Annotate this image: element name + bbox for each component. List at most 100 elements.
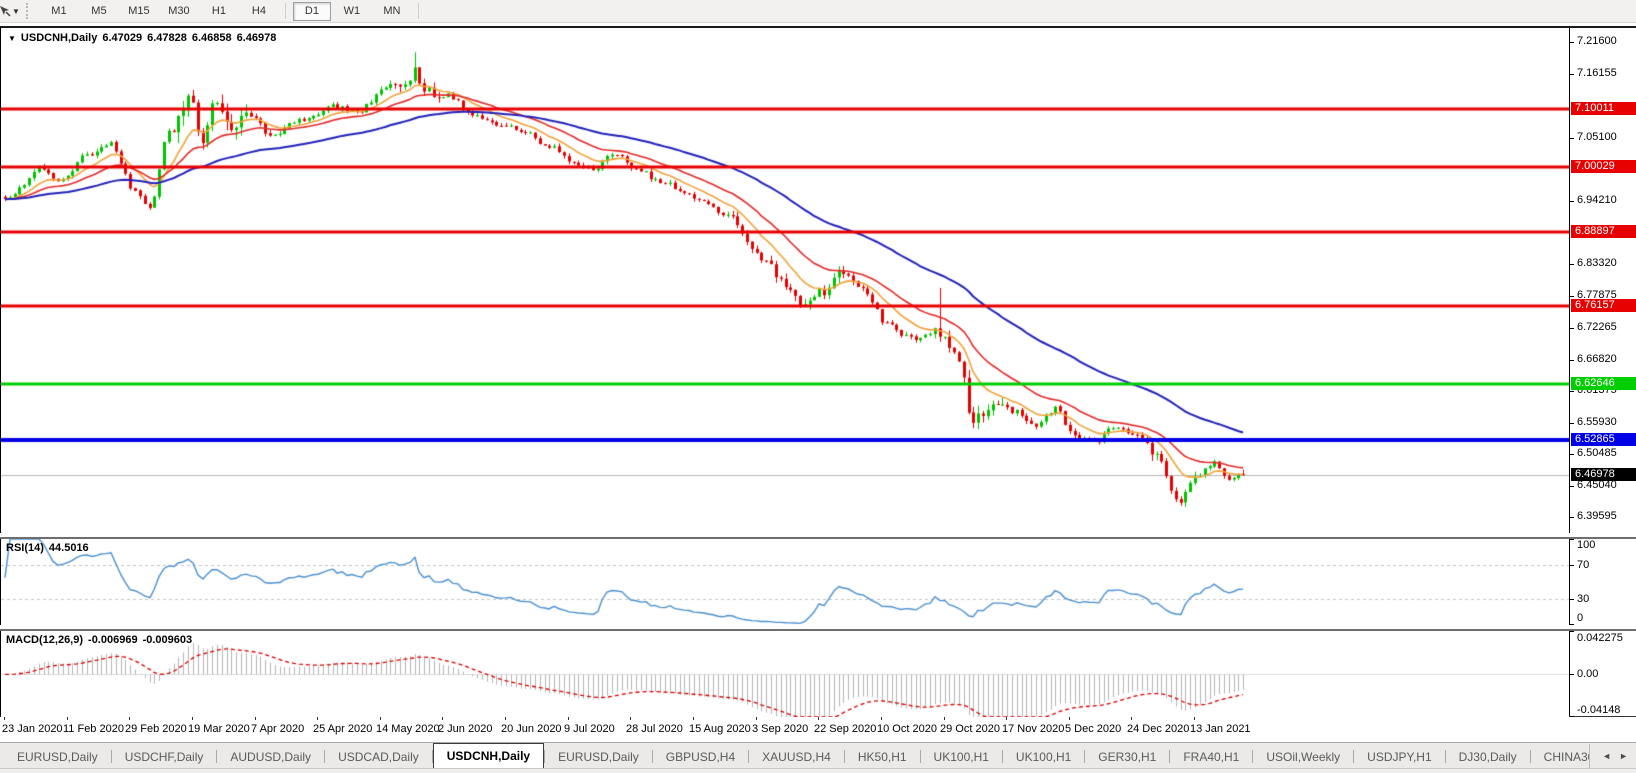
timeframe-button-m15[interactable]: M15	[128, 4, 150, 17]
time-axis-label: 11 Feb 2020	[63, 723, 124, 735]
toolbar-separator	[284, 3, 286, 19]
panel-splitter[interactable]	[0, 533, 1636, 539]
time-axis-tick	[255, 717, 256, 720]
time-axis-label: 3 Sep 2020	[752, 723, 809, 735]
chart-tab-eurusd-daily[interactable]: EURUSD,Daily	[558, 750, 639, 764]
axis-tick-label: 6.39595	[1577, 510, 1617, 522]
time-axis-label: 9 Jul 2020	[564, 723, 615, 735]
pointer-tool-dropdown-icon[interactable]: ▼	[12, 6, 20, 16]
timeframe-button-d1[interactable]: D1	[292, 1, 331, 21]
chart-tab-gbpusd-h4[interactable]: GBPUSD,H4	[665, 750, 736, 764]
rsi-axis: 100 70 30 0	[1569, 539, 1636, 625]
axis-tick-label: 0.042275	[1577, 632, 1623, 644]
time-axis-label: 15 Aug 2020	[689, 723, 751, 735]
chart-tab-audusd-daily[interactable]: AUDUSD,Daily	[230, 750, 312, 764]
tab-separator	[324, 750, 326, 763]
toolbar-grip[interactable]	[25, 3, 31, 19]
chart-tab-bar: EURUSD,Daily USDCHF,Daily AUDUSD,Daily USDC…	[0, 742, 1636, 768]
time-axis-label: 24 Dec 2020	[1127, 723, 1190, 735]
time-axis: 23 Jan 2020 11 Feb 2020 29 Feb 2020 19 Mar …	[0, 717, 1636, 742]
timeframe-buttons: M1 M5 M15 M30 H1 H4 D1 W1 MN	[39, 1, 425, 21]
time-axis-tick	[67, 717, 68, 720]
axis-tick-label: 30	[1577, 593, 1590, 605]
chart-tab-usdcad-daily[interactable]: USDCAD,Daily	[338, 750, 419, 764]
axis-tick	[1570, 264, 1574, 265]
tab-scroll-right-icon[interactable]: ►	[1619, 751, 1628, 761]
chart-low: 6.46858	[191, 32, 232, 44]
timeframe-button-m1[interactable]: M1	[51, 4, 67, 17]
panel-splitter[interactable]	[0, 625, 1636, 631]
axis-tick-label: 6.72265	[1577, 321, 1617, 333]
tab-scroll-left-icon[interactable]: ◄	[1602, 751, 1612, 761]
level-price-label: 6.52865	[1571, 433, 1636, 446]
tab-separator	[748, 750, 750, 763]
axis-tick-label: 7.21600	[1577, 35, 1617, 47]
level-price-label: 6.62646	[1571, 377, 1636, 390]
timeframe-button-m30[interactable]: M30	[168, 4, 190, 17]
chart-tab-ger30-h1[interactable]: GER30,H1	[1098, 750, 1157, 764]
axis-tick-label: 0.00	[1577, 668, 1599, 680]
level-price-label: 7.10011	[1571, 102, 1636, 115]
timeframe-button-h4[interactable]: H4	[251, 4, 266, 17]
time-axis-tick	[630, 717, 631, 720]
chart-tab-dj30-daily[interactable]: DJ30,Daily	[1458, 750, 1517, 764]
title-collapse-icon[interactable]: ▼	[8, 33, 16, 43]
axis-tick	[1570, 391, 1574, 392]
time-axis-label: 13 Jan 2021	[1190, 723, 1251, 735]
axis-tick-label: 6.83320	[1577, 257, 1617, 269]
timeframe-button-w1[interactable]: W1	[343, 4, 361, 17]
tab-separator	[431, 750, 433, 763]
chart-tab-fra40-h1[interactable]: FRA40,H1	[1183, 750, 1240, 764]
timeframe-button-mn[interactable]: MN	[383, 4, 401, 17]
tab-separator	[1084, 750, 1086, 763]
macd-label: MACD(12,26,9) -0.006969 -0.009603	[6, 634, 192, 646]
rsi-canvas[interactable]	[1, 539, 1569, 625]
axis-tick	[1570, 296, 1574, 297]
time-axis-label: 20 Jun 2020	[501, 723, 562, 735]
chart-tab-usdjpy-h1[interactable]: USDJPY,H1	[1367, 750, 1432, 764]
chart-tab-usdcnh-daily[interactable]: USDCNH,Daily	[432, 743, 545, 768]
cursor-icon	[0, 6, 11, 17]
tab-scroll-arrows: ◄ ►	[1589, 744, 1636, 768]
price-axis: 7.21600 7.16155 7.05100 6.94210 6.83320 6.778…	[1569, 28, 1636, 533]
time-axis-tick	[192, 717, 193, 720]
chart-tab-uk100-h1[interactable]: UK100,H1	[933, 750, 989, 764]
axis-tick	[1570, 201, 1574, 202]
chart-close: 6.46978	[236, 32, 277, 44]
time-axis-label: 29 Oct 2020	[940, 723, 1000, 735]
timeframe-button-h1[interactable]: H1	[211, 4, 226, 17]
time-axis-tick	[380, 717, 381, 720]
status-bar-edge	[0, 768, 1636, 773]
chart-high: 6.47828	[147, 32, 187, 44]
axis-tick	[1570, 328, 1574, 329]
price-panel: ▼ USDCNH,Daily 6.47029 6.47828 6.46858 6…	[0, 26, 1636, 533]
chart-tab-xauusd-h4[interactable]: XAUUSD,H4	[762, 750, 831, 764]
tab-separator	[1169, 750, 1171, 763]
time-axis-label: 7 Apr 2020	[251, 723, 305, 735]
axis-tick-label: 7.16155	[1577, 67, 1617, 79]
axis-tick-label: 6.50485	[1577, 447, 1617, 459]
time-axis-label: 28 Jul 2020	[626, 723, 683, 735]
macd-canvas[interactable]	[1, 631, 1569, 717]
chart-tab-usdchf-daily[interactable]: USDCHF,Daily	[124, 750, 204, 764]
macd-signal-value: -0.009603	[142, 634, 193, 646]
time-axis-label: 2 Jun 2020	[438, 723, 493, 735]
chart-tab-uk100-h1[interactable]: UK100,H1	[1015, 750, 1072, 764]
time-axis-label: 25 Apr 2020	[313, 723, 373, 735]
time-axis-tick	[1069, 717, 1070, 720]
time-axis-tick	[1194, 717, 1195, 720]
main-chart-canvas[interactable]	[1, 28, 1569, 533]
tab-separator	[110, 750, 112, 763]
level-price-label: 6.88897	[1571, 225, 1636, 238]
timeframe-button-m5[interactable]: M5	[91, 4, 107, 17]
chart-open: 6.47029	[102, 32, 143, 44]
tab-separator	[1001, 750, 1003, 763]
pointer-tool-icon[interactable]	[0, 3, 12, 19]
time-axis-label: 29 Feb 2020	[125, 723, 187, 735]
axis-tick	[1570, 716, 1574, 717]
chart-tab-usoil-weekly[interactable]: USOil,Weekly	[1266, 750, 1341, 764]
time-axis-tick	[505, 717, 506, 720]
chart-tab-hk50-h1[interactable]: HK50,H1	[857, 750, 907, 764]
chart-tab-eurusd-daily[interactable]: EURUSD,Daily	[17, 750, 98, 764]
